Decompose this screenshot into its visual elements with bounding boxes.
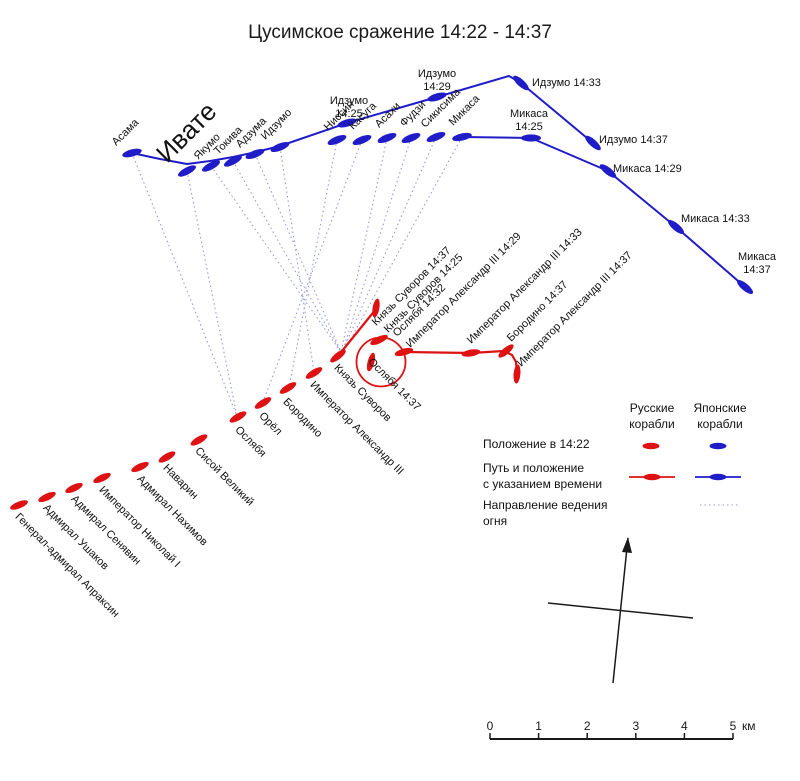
- fire-direction-line: [210, 165, 342, 353]
- ship-oslyabya: [229, 411, 247, 423]
- ship-ushakov: [38, 491, 56, 503]
- fire-direction-line: [131, 152, 238, 417]
- marker-suvorov-1425: [370, 334, 388, 346]
- scale-bar-tick-label: 2: [584, 719, 591, 733]
- scale-bar-tick-label: 4: [681, 719, 688, 733]
- suvorov-turn-path: [337, 308, 377, 357]
- ship-izumo: [270, 141, 290, 153]
- fire-direction-line: [186, 170, 238, 417]
- marker-mikasa-1433: [667, 220, 685, 234]
- ship-asama: [122, 148, 142, 158]
- ship-nakhimov: [131, 461, 149, 473]
- marker-izumo-1425: [337, 118, 357, 128]
- fire-direction-line: [279, 146, 315, 373]
- marker-mikasa-1429: [599, 164, 617, 178]
- scale-bar-tick-label: 5: [730, 719, 737, 733]
- scale-bar-tick-label: 3: [632, 719, 639, 733]
- ship-sisoy-velikiy: [190, 434, 208, 446]
- label-izumo-1437: Идзумо 14:37: [599, 134, 668, 146]
- label-mikasa-1437: Микаса 14:37: [737, 251, 777, 276]
- marker-alexander-1433: [461, 349, 481, 357]
- label-izumo-1433: Идзумо 14:33: [532, 77, 601, 89]
- fire-direction-line: [254, 153, 342, 353]
- fire-direction-line: [342, 136, 463, 354]
- ship-alexander-iii: [305, 367, 323, 379]
- fire-direction-line: [288, 139, 338, 388]
- compass-cross-line: [547, 602, 694, 619]
- fire-direction-line: [341, 137, 412, 354]
- marker-izumo-1429: [427, 92, 447, 102]
- marker-izumo-1437: [585, 135, 601, 151]
- scale-bar-tick-label: 1: [535, 719, 542, 733]
- scale-bar-unit: км: [742, 719, 756, 733]
- ship-mikasa: [452, 132, 472, 142]
- scale-bar-tick-label: 0: [487, 719, 494, 733]
- ship-borodino: [279, 382, 297, 394]
- legend-japanese-position-marker: [709, 442, 727, 450]
- ship-kasuga: [352, 134, 372, 146]
- page-title: Цусимское сражение 14:22 - 14:37: [248, 22, 552, 43]
- marker-oslyabya-1437: [366, 352, 376, 372]
- label-mikasa-1429: Микаса 14:29: [613, 163, 682, 175]
- ship-suvorov: [330, 349, 346, 363]
- fire-direction-line: [262, 139, 363, 403]
- ship-iwate: [178, 165, 196, 177]
- ship-nikolai-i: [93, 472, 111, 484]
- ship-yakumo: [202, 160, 220, 172]
- label-izumo-1425: Идзумо 14:25: [329, 95, 369, 120]
- ship-apraksin: [10, 500, 28, 510]
- legend-japanese-path-marker: [709, 473, 727, 481]
- ship-navarin: [158, 451, 176, 463]
- legend-row-fire: Направление ведения огня: [483, 498, 608, 528]
- label-mikasa-1425: Микаса 14:25: [509, 108, 549, 133]
- label-mikasa-1433: Микаса 14:33: [681, 213, 750, 225]
- legend-header-russian: Русские корабли: [629, 401, 675, 431]
- ship-tokiwa: [224, 155, 242, 167]
- fire-direction-line: [232, 160, 342, 353]
- marker-alexander-1437: [513, 364, 521, 384]
- marker-mikasa-1425: [521, 134, 541, 142]
- label-izumo-1429: Идзумо 14:29: [417, 68, 457, 93]
- ship-fuji: [401, 132, 421, 144]
- fire-direction-line: [340, 137, 388, 353]
- ship-senyavin: [65, 482, 83, 494]
- ship-shikishima: [426, 131, 446, 143]
- mikasa-path: [461, 136, 746, 288]
- marker-borodino-1437: [498, 344, 514, 358]
- marker-suvorov-1437: [372, 298, 380, 318]
- marker-izumo-1433: [513, 75, 529, 91]
- fire-direction-line: [341, 136, 437, 354]
- legend-russian-path-marker: [643, 473, 661, 481]
- izumo-path: [131, 75, 594, 165]
- legend-header-japanese: Японские корабли: [693, 401, 747, 431]
- legend-row-path: Путь и положение с указанием времени: [483, 461, 603, 491]
- marker-alexander-1429: [394, 347, 414, 357]
- ship-azuma: [245, 148, 265, 160]
- ship-oryol: [254, 397, 272, 409]
- ship-nisshin: [327, 134, 347, 146]
- compass-north-arrowhead: [622, 537, 632, 553]
- ship-asahi: [377, 132, 397, 144]
- marker-mikasa-1437: [736, 280, 754, 294]
- legend-row-position: Положение в 14:22: [483, 437, 590, 451]
- legend-russian-position-marker: [642, 442, 660, 450]
